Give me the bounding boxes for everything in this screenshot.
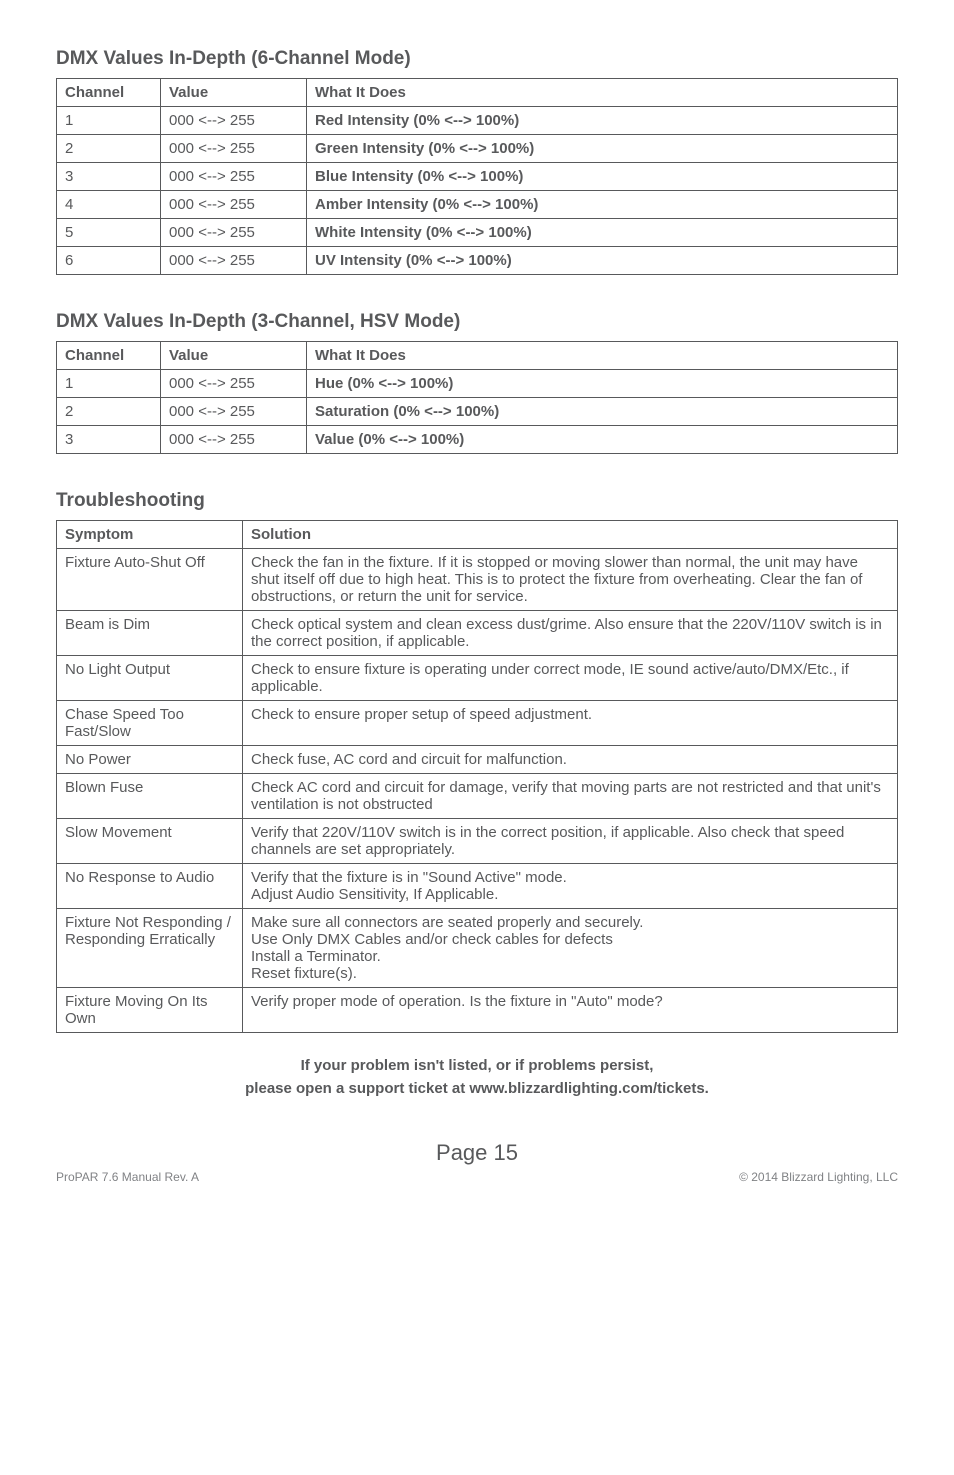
table-row: 1 000 <--> 255 Red Intensity (0% <--> 10… xyxy=(57,107,898,135)
cell-ch: 3 xyxy=(57,163,161,191)
th-what: What It Does xyxy=(307,79,898,107)
th-channel: Channel xyxy=(57,79,161,107)
table-row: No Light Output Check to ensure fixture … xyxy=(57,656,898,701)
th-value: Value xyxy=(161,79,307,107)
table-3ch: Channel Value What It Does 1 000 <--> 25… xyxy=(56,341,898,454)
cell-ch: 2 xyxy=(57,398,161,426)
cell-what: Hue (0% <--> 100%) xyxy=(307,370,898,398)
cell-ch: 3 xyxy=(57,426,161,454)
cell-val: 000 <--> 255 xyxy=(161,426,307,454)
cell-symptom: Fixture Not Responding / Responding Erra… xyxy=(57,909,243,988)
cell-solution: Check AC cord and circuit for damage, ve… xyxy=(243,774,898,819)
cell-val: 000 <--> 255 xyxy=(161,398,307,426)
cell-symptom: Fixture Auto-Shut Off xyxy=(57,549,243,611)
th-what: What It Does xyxy=(307,342,898,370)
table-6ch: Channel Value What It Does 1 000 <--> 25… xyxy=(56,78,898,275)
cell-what: Red Intensity (0% <--> 100%) xyxy=(307,107,898,135)
cell-val: 000 <--> 255 xyxy=(161,247,307,275)
cell-val: 000 <--> 255 xyxy=(161,191,307,219)
cell-what: UV Intensity (0% <--> 100%) xyxy=(307,247,898,275)
cell-what: Blue Intensity (0% <--> 100%) xyxy=(307,163,898,191)
cell-ch: 6 xyxy=(57,247,161,275)
table-row: 2 000 <--> 255 Saturation (0% <--> 100%) xyxy=(57,398,898,426)
cell-symptom: No Power xyxy=(57,746,243,774)
cell-val: 000 <--> 255 xyxy=(161,107,307,135)
table-row: Fixture Moving On Its Own Verify proper … xyxy=(57,988,898,1033)
cell-symptom: No Response to Audio xyxy=(57,864,243,909)
table-row: Slow Movement Verify that 220V/110V swit… xyxy=(57,819,898,864)
cell-ch: 1 xyxy=(57,107,161,135)
cell-what: Amber Intensity (0% <--> 100%) xyxy=(307,191,898,219)
table-row: 4 000 <--> 255 Amber Intensity (0% <--> … xyxy=(57,191,898,219)
table-row: 3 000 <--> 255 Blue Intensity (0% <--> 1… xyxy=(57,163,898,191)
cell-solution: Check the fan in the fixture. If it is s… xyxy=(243,549,898,611)
th-symptom: Symptom xyxy=(57,521,243,549)
cell-solution: Verify that 220V/110V switch is in the c… xyxy=(243,819,898,864)
cell-what: Green Intensity (0% <--> 100%) xyxy=(307,135,898,163)
th-value: Value xyxy=(161,342,307,370)
cell-symptom: Blown Fuse xyxy=(57,774,243,819)
table-row: No Response to Audio Verify that the fix… xyxy=(57,864,898,909)
th-solution: Solution xyxy=(243,521,898,549)
cell-solution: Check to ensure proper setup of speed ad… xyxy=(243,701,898,746)
cell-solution: Verify that the fixture is in "Sound Act… xyxy=(243,864,898,909)
cell-solution: Check to ensure fixture is operating und… xyxy=(243,656,898,701)
cell-val: 000 <--> 255 xyxy=(161,219,307,247)
cell-symptom: Fixture Moving On Its Own xyxy=(57,988,243,1033)
table-row: 1 000 <--> 255 Hue (0% <--> 100%) xyxy=(57,370,898,398)
cell-ch: 2 xyxy=(57,135,161,163)
cell-ch: 5 xyxy=(57,219,161,247)
table-row: 2 000 <--> 255 Green Intensity (0% <--> … xyxy=(57,135,898,163)
footer-note-line2: please open a support ticket at www.bliz… xyxy=(245,1080,709,1097)
table-troubleshooting: Symptom Solution Fixture Auto-Shut Off C… xyxy=(56,520,898,1033)
table-row: Blown Fuse Check AC cord and circuit for… xyxy=(57,774,898,819)
cell-val: 000 <--> 255 xyxy=(161,135,307,163)
cell-solution: Check optical system and clean excess du… xyxy=(243,611,898,656)
table-row: 6 000 <--> 255 UV Intensity (0% <--> 100… xyxy=(57,247,898,275)
cell-val: 000 <--> 255 xyxy=(161,370,307,398)
footer-note-line1: If your problem isn't listed, or if prob… xyxy=(301,1057,654,1074)
cell-what: Value (0% <--> 100%) xyxy=(307,426,898,454)
footer-note: If your problem isn't listed, or if prob… xyxy=(56,1055,898,1100)
footer-right: © 2014 Blizzard Lighting, LLC xyxy=(739,1170,898,1184)
cell-val: 000 <--> 255 xyxy=(161,163,307,191)
table-row: 3 000 <--> 255 Value (0% <--> 100%) xyxy=(57,426,898,454)
cell-what: Saturation (0% <--> 100%) xyxy=(307,398,898,426)
cell-symptom: No Light Output xyxy=(57,656,243,701)
cell-symptom: Beam is Dim xyxy=(57,611,243,656)
cell-solution: Make sure all connectors are seated prop… xyxy=(243,909,898,988)
section-heading-6ch: DMX Values In-Depth (6-Channel Mode) xyxy=(56,48,898,70)
table-header-row: Channel Value What It Does xyxy=(57,342,898,370)
table-row: Fixture Not Responding / Responding Erra… xyxy=(57,909,898,988)
section-heading-3ch: DMX Values In-Depth (3-Channel, HSV Mode… xyxy=(56,311,898,333)
bottom-bar: ProPAR 7.6 Manual Rev. A © 2014 Blizzard… xyxy=(56,1170,898,1184)
th-channel: Channel xyxy=(57,342,161,370)
table-header-row: Symptom Solution xyxy=(57,521,898,549)
cell-symptom: Chase Speed Too Fast/Slow xyxy=(57,701,243,746)
page-number: Page 15 xyxy=(56,1140,898,1166)
cell-symptom: Slow Movement xyxy=(57,819,243,864)
cell-ch: 1 xyxy=(57,370,161,398)
table-header-row: Channel Value What It Does xyxy=(57,79,898,107)
table-row: Chase Speed Too Fast/Slow Check to ensur… xyxy=(57,701,898,746)
table-row: 5 000 <--> 255 White Intensity (0% <--> … xyxy=(57,219,898,247)
cell-ch: 4 xyxy=(57,191,161,219)
footer-left: ProPAR 7.6 Manual Rev. A xyxy=(56,1170,199,1184)
table-row: No Power Check fuse, AC cord and circuit… xyxy=(57,746,898,774)
cell-what: White Intensity (0% <--> 100%) xyxy=(307,219,898,247)
cell-solution: Check fuse, AC cord and circuit for malf… xyxy=(243,746,898,774)
cell-solution: Verify proper mode of operation. Is the … xyxy=(243,988,898,1033)
table-row: Beam is Dim Check optical system and cle… xyxy=(57,611,898,656)
table-row: Fixture Auto-Shut Off Check the fan in t… xyxy=(57,549,898,611)
section-heading-troubleshooting: Troubleshooting xyxy=(56,490,898,512)
